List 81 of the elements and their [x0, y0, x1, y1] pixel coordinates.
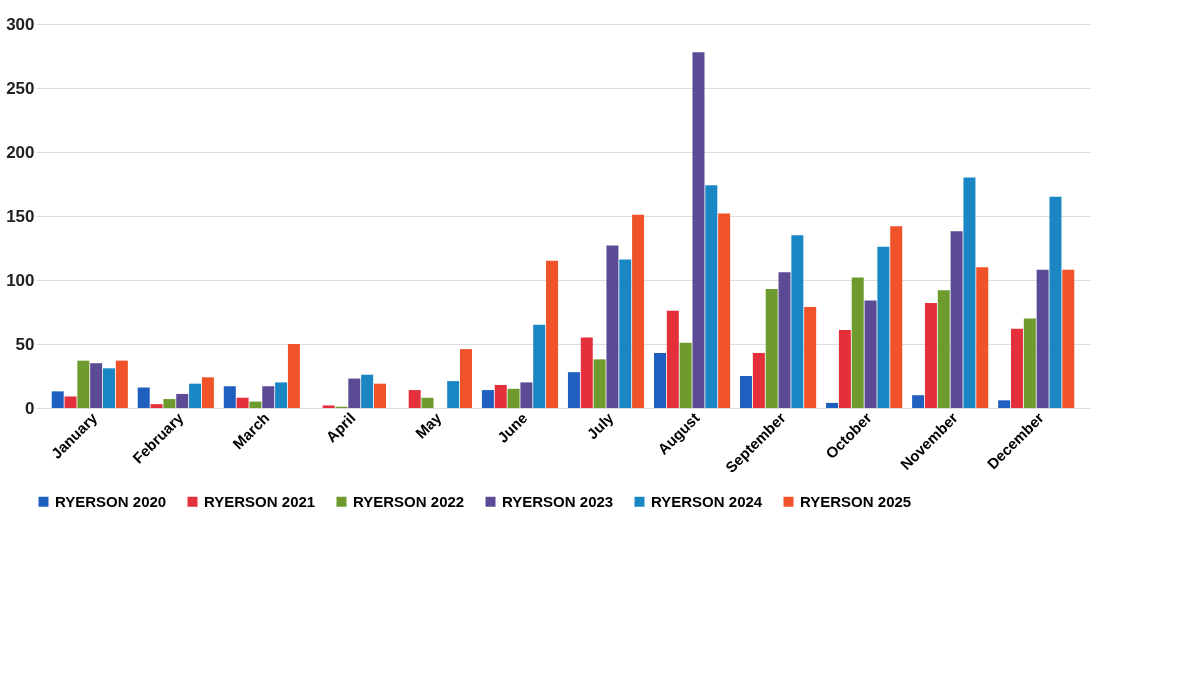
y-tick-label: 300 — [6, 14, 35, 34]
bar — [51, 391, 64, 408]
bar — [632, 214, 645, 408]
bar — [150, 404, 163, 408]
bar — [567, 372, 580, 408]
bar — [249, 401, 262, 408]
bar — [520, 382, 533, 408]
y-tick-label: 50 — [15, 334, 35, 354]
bar — [1010, 328, 1023, 408]
bar — [791, 235, 804, 408]
bar — [679, 342, 692, 408]
bar — [692, 52, 705, 408]
bar — [348, 378, 361, 408]
bar — [103, 368, 116, 408]
bar — [223, 386, 236, 408]
legend-label: RYERSON 2024 — [651, 492, 763, 510]
legend-label: RYERSON 2023 — [502, 492, 614, 510]
bar — [890, 226, 903, 408]
bar — [838, 329, 851, 408]
bar — [90, 363, 103, 408]
bar — [322, 405, 335, 408]
bar — [877, 246, 890, 408]
bar — [533, 324, 546, 408]
bar — [176, 393, 189, 408]
bar — [163, 399, 176, 408]
bar — [778, 272, 791, 408]
bar — [64, 396, 77, 408]
bar — [1062, 269, 1075, 408]
bar — [580, 337, 593, 408]
bar — [976, 267, 989, 408]
bar — [740, 376, 753, 408]
bar — [275, 382, 288, 408]
bar — [447, 381, 460, 408]
y-tick-label: 150 — [6, 206, 35, 226]
bar — [912, 395, 925, 408]
legend-label: RYERSON 2021 — [204, 492, 316, 510]
bar — [826, 402, 839, 408]
bar — [460, 349, 473, 408]
y-tick-label: 250 — [6, 78, 35, 98]
bar — [1023, 318, 1036, 408]
bar — [765, 288, 778, 408]
y-tick-label: 200 — [6, 142, 35, 162]
bar — [924, 303, 937, 408]
bar — [950, 231, 963, 408]
y-tick-label: 0 — [25, 398, 35, 418]
bar — [752, 352, 765, 408]
bar — [666, 310, 679, 408]
bar — [653, 352, 666, 408]
bar — [998, 400, 1011, 408]
bar — [593, 359, 606, 408]
bar — [963, 177, 976, 408]
bar — [481, 390, 494, 408]
legend-label: RYERSON 2022 — [353, 492, 465, 510]
bar — [864, 300, 877, 408]
bar — [494, 384, 507, 408]
bar — [236, 397, 249, 408]
bar — [408, 390, 421, 408]
bar — [137, 387, 150, 408]
bar — [804, 306, 817, 408]
bar — [705, 185, 718, 408]
bar — [546, 260, 559, 408]
bar — [262, 386, 275, 408]
bar — [201, 377, 214, 408]
bar — [373, 383, 386, 408]
bar — [507, 388, 520, 408]
bar — [1036, 269, 1049, 408]
bar — [421, 397, 434, 408]
bar — [606, 245, 619, 408]
bar — [851, 277, 864, 408]
y-tick-label: 100 — [6, 270, 35, 290]
bar — [287, 344, 300, 408]
bar — [937, 290, 950, 408]
bar — [361, 374, 374, 408]
legend-label: RYERSON 2025 — [800, 492, 912, 510]
bar — [189, 383, 202, 408]
bar — [1049, 196, 1062, 408]
legend-label: RYERSON 2020 — [55, 492, 167, 510]
bar — [718, 213, 731, 408]
bar — [619, 259, 632, 408]
bar — [77, 360, 90, 408]
bar — [115, 360, 128, 408]
